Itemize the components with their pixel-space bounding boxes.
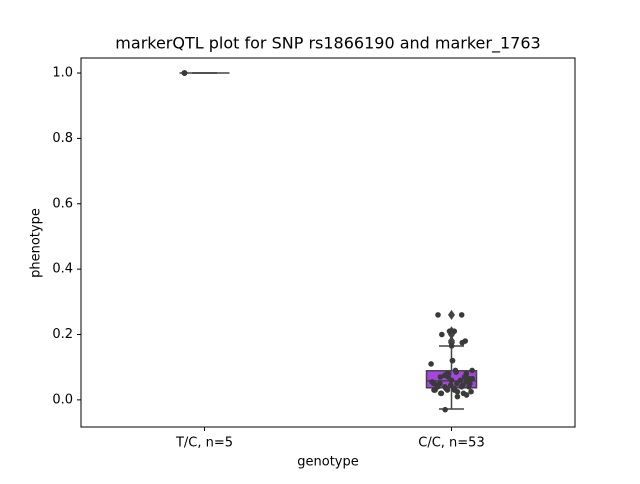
point xyxy=(448,377,455,384)
point xyxy=(181,70,188,76)
chart-title: markerQTL plot for SNP rs1866190 and mar… xyxy=(115,34,540,54)
y-tick-label: 0.8 xyxy=(52,131,73,146)
point xyxy=(468,388,474,395)
y-tick-label: 0.4 xyxy=(52,262,73,277)
point xyxy=(447,382,454,388)
flier xyxy=(448,309,455,320)
x-axis-label: genotype xyxy=(297,455,358,470)
point xyxy=(442,406,448,413)
y-tick-label: 0.0 xyxy=(52,392,73,407)
point xyxy=(454,393,461,400)
point xyxy=(458,383,465,390)
point xyxy=(428,361,434,367)
point xyxy=(437,374,444,380)
point xyxy=(469,367,475,374)
y-axis-label: phenotype xyxy=(29,208,44,278)
point xyxy=(454,380,460,387)
point xyxy=(438,390,445,397)
y-tick-label: 1.0 xyxy=(52,66,73,81)
point xyxy=(453,369,460,375)
point xyxy=(466,375,472,382)
y-tick-label: 0.6 xyxy=(52,196,73,211)
point xyxy=(448,343,455,349)
point xyxy=(439,331,445,338)
point xyxy=(431,387,437,393)
point xyxy=(445,370,452,377)
y-tick-label: 0.2 xyxy=(52,327,73,342)
point xyxy=(449,357,456,364)
point xyxy=(454,388,461,395)
point xyxy=(466,383,472,390)
point xyxy=(463,392,470,398)
point xyxy=(451,328,458,335)
x-tick-label: T/C, n=5 xyxy=(175,436,233,451)
point xyxy=(461,374,468,380)
point xyxy=(444,387,451,393)
point xyxy=(430,380,437,387)
point xyxy=(458,312,465,318)
x-tick-label: C/C, n=53 xyxy=(418,436,484,451)
plot-frame xyxy=(80,57,576,428)
point xyxy=(446,328,453,335)
point xyxy=(459,339,466,346)
point xyxy=(435,312,441,318)
